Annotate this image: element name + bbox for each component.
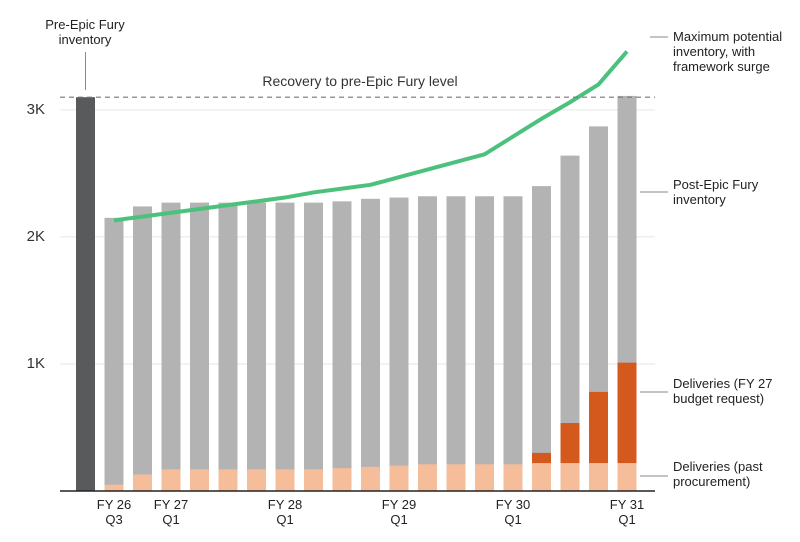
bar	[247, 469, 266, 491]
bar	[133, 474, 152, 491]
bar	[560, 463, 580, 491]
bar	[218, 202, 238, 492]
bar	[617, 463, 637, 491]
bar	[275, 469, 295, 491]
bar	[218, 469, 238, 491]
bar	[332, 201, 352, 491]
series-label: Maximum potential inventory, with framew…	[673, 29, 783, 74]
bar	[361, 198, 380, 492]
bar	[446, 464, 466, 491]
bar	[532, 186, 551, 492]
series-label: Post-Epic Fury inventory	[673, 177, 759, 207]
y-tick-label: 1K	[27, 355, 45, 372]
bar	[617, 362, 637, 464]
x-tick-label: FY 28 Q1	[267, 497, 303, 527]
bar	[560, 423, 580, 464]
bar	[361, 466, 380, 491]
bar	[133, 206, 152, 491]
y-tick-label: 3K	[27, 101, 45, 118]
bar	[418, 464, 437, 491]
bar	[560, 155, 580, 491]
series-label: Pre-Epic Fury inventory	[45, 17, 125, 47]
bar	[389, 197, 409, 491]
line	[113, 50, 629, 223]
bar	[589, 463, 608, 491]
series-label: Deliveries (past procurement)	[673, 459, 763, 489]
bar	[332, 468, 352, 491]
bar	[503, 196, 523, 492]
bar	[304, 202, 323, 492]
x-tick-label: FY 31 Q1	[609, 497, 645, 527]
x-tick-label: FY 29 Q1	[381, 497, 417, 527]
bar	[475, 196, 494, 492]
bar	[275, 202, 295, 492]
bar	[446, 196, 466, 492]
bar	[247, 202, 266, 492]
series-label: Deliveries (FY 27 budget request)	[673, 376, 773, 406]
bar	[532, 452, 551, 464]
x-tick-label: FY 26 Q3	[96, 497, 132, 527]
bar	[475, 464, 494, 491]
bar	[389, 465, 409, 491]
reference-label: Recovery to pre-Epic Fury level	[262, 73, 457, 89]
y-tick-label: 2K	[27, 228, 45, 245]
bar	[589, 391, 608, 464]
bar	[190, 469, 209, 491]
x-tick-label: FY 30 Q1	[495, 497, 531, 527]
bar	[503, 464, 523, 491]
x-tick-label: FY 27 Q1	[153, 497, 189, 527]
bar	[104, 484, 124, 491]
bar	[161, 202, 181, 492]
bar	[304, 469, 323, 491]
bar	[161, 469, 181, 491]
bar	[190, 202, 209, 492]
bar	[532, 463, 551, 491]
bar	[76, 97, 95, 492]
bar	[104, 217, 124, 491]
bar	[418, 196, 437, 492]
